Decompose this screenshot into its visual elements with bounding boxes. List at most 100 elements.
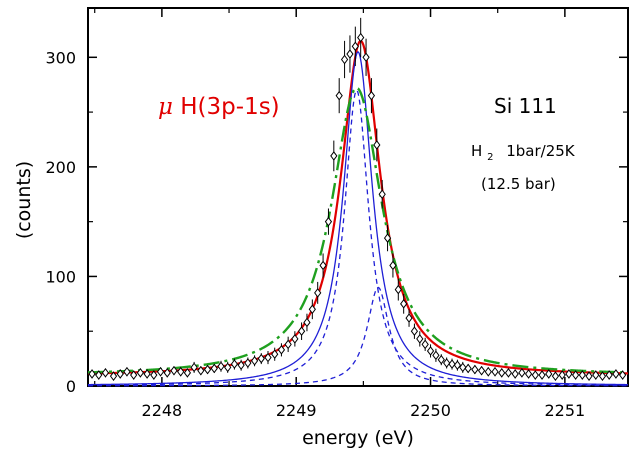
target-label-subscript: 2 <box>487 152 493 163</box>
equivalent-pressure-label: (12.5 bar) <box>481 175 556 193</box>
data-point <box>230 359 239 369</box>
data-point <box>432 350 440 361</box>
data-point <box>351 41 359 52</box>
data-point <box>284 339 292 350</box>
data-point <box>101 368 110 378</box>
data-point <box>477 365 486 376</box>
data-point <box>217 361 225 372</box>
data-point <box>367 90 376 101</box>
data-point <box>319 260 327 271</box>
data-point <box>291 334 299 344</box>
data-point <box>498 368 506 378</box>
data-point <box>308 304 316 315</box>
data-point <box>330 151 338 161</box>
data-point <box>531 370 539 380</box>
data-point <box>264 352 272 363</box>
x-tick-label: 2250 <box>410 401 451 420</box>
data-point <box>303 317 311 328</box>
data-point <box>538 370 546 380</box>
data-points <box>88 17 627 381</box>
data-point <box>578 370 586 380</box>
data-point <box>95 370 103 380</box>
data-point <box>448 359 456 369</box>
target-label: H 2 1bar/25K <box>471 142 576 164</box>
data-point <box>297 326 306 337</box>
data-point <box>210 363 218 374</box>
data-point <box>383 233 392 243</box>
line-label-mu: μ <box>158 94 173 120</box>
data-point <box>471 364 479 375</box>
data-point <box>170 365 178 376</box>
line-label: μ H(3p-1s) <box>158 94 280 120</box>
data-point <box>314 288 322 298</box>
x-tick-label: 2248 <box>142 401 183 420</box>
fit-curves <box>87 39 629 387</box>
data-point <box>357 32 365 43</box>
data-point <box>177 366 185 377</box>
data-point <box>484 366 492 377</box>
data-point <box>335 90 343 101</box>
data-point <box>373 140 381 150</box>
data-point <box>558 370 566 380</box>
data-point <box>183 368 192 378</box>
data-point <box>163 368 171 378</box>
data-point <box>190 362 198 373</box>
data-point <box>203 364 212 375</box>
data-point <box>565 369 573 379</box>
data-point <box>88 369 96 379</box>
data-point <box>389 260 397 271</box>
data-point <box>571 370 580 380</box>
component-peak-2-curve <box>88 286 629 387</box>
data-point <box>123 366 131 377</box>
data-point <box>551 371 560 381</box>
alternative-fit-curve <box>87 86 629 374</box>
data-point <box>491 366 499 377</box>
data-point <box>394 284 402 295</box>
data-point <box>453 360 462 371</box>
data-point <box>136 368 145 378</box>
data-point <box>421 339 429 350</box>
data-point <box>443 358 451 368</box>
data-point <box>156 366 165 377</box>
data-point <box>619 370 627 380</box>
data-point <box>150 370 158 380</box>
data-point <box>237 360 245 371</box>
target-label-prefix: H <box>471 142 482 160</box>
data-point <box>362 52 370 63</box>
y-tick-label: 200 <box>45 158 76 177</box>
y-axis-label: (counts) <box>13 161 35 239</box>
data-point <box>400 298 408 309</box>
data-point <box>109 371 118 381</box>
data-point <box>464 363 472 374</box>
data-point <box>224 362 232 373</box>
y-tick-label: 100 <box>45 267 76 286</box>
data-point <box>143 369 151 379</box>
data-point <box>605 370 613 380</box>
data-point <box>426 346 435 356</box>
data-point <box>545 369 553 379</box>
data-point <box>257 353 265 364</box>
y-tick-label: 0 <box>66 377 76 396</box>
data-point <box>116 369 124 379</box>
crystal-label: Si 111 <box>494 94 557 118</box>
data-point <box>612 369 620 379</box>
x-tick-label: 2249 <box>276 401 317 420</box>
data-point <box>277 345 286 355</box>
data-point <box>378 189 386 200</box>
data-point <box>130 370 138 380</box>
data-point <box>504 368 513 378</box>
data-point <box>250 355 259 366</box>
data-point <box>416 334 424 344</box>
data-point <box>271 349 279 360</box>
target-label-rest: 1bar/25K <box>506 142 576 160</box>
component-peak-1-curve <box>87 89 629 386</box>
data-point <box>437 354 445 365</box>
data-point <box>524 369 533 379</box>
line-label-rest: H(3p-1s) <box>180 94 279 120</box>
data-point <box>518 368 526 378</box>
total-fit-curve <box>87 39 629 375</box>
data-point <box>340 54 349 65</box>
y-tick-label: 300 <box>45 48 76 67</box>
data-point <box>410 326 419 337</box>
